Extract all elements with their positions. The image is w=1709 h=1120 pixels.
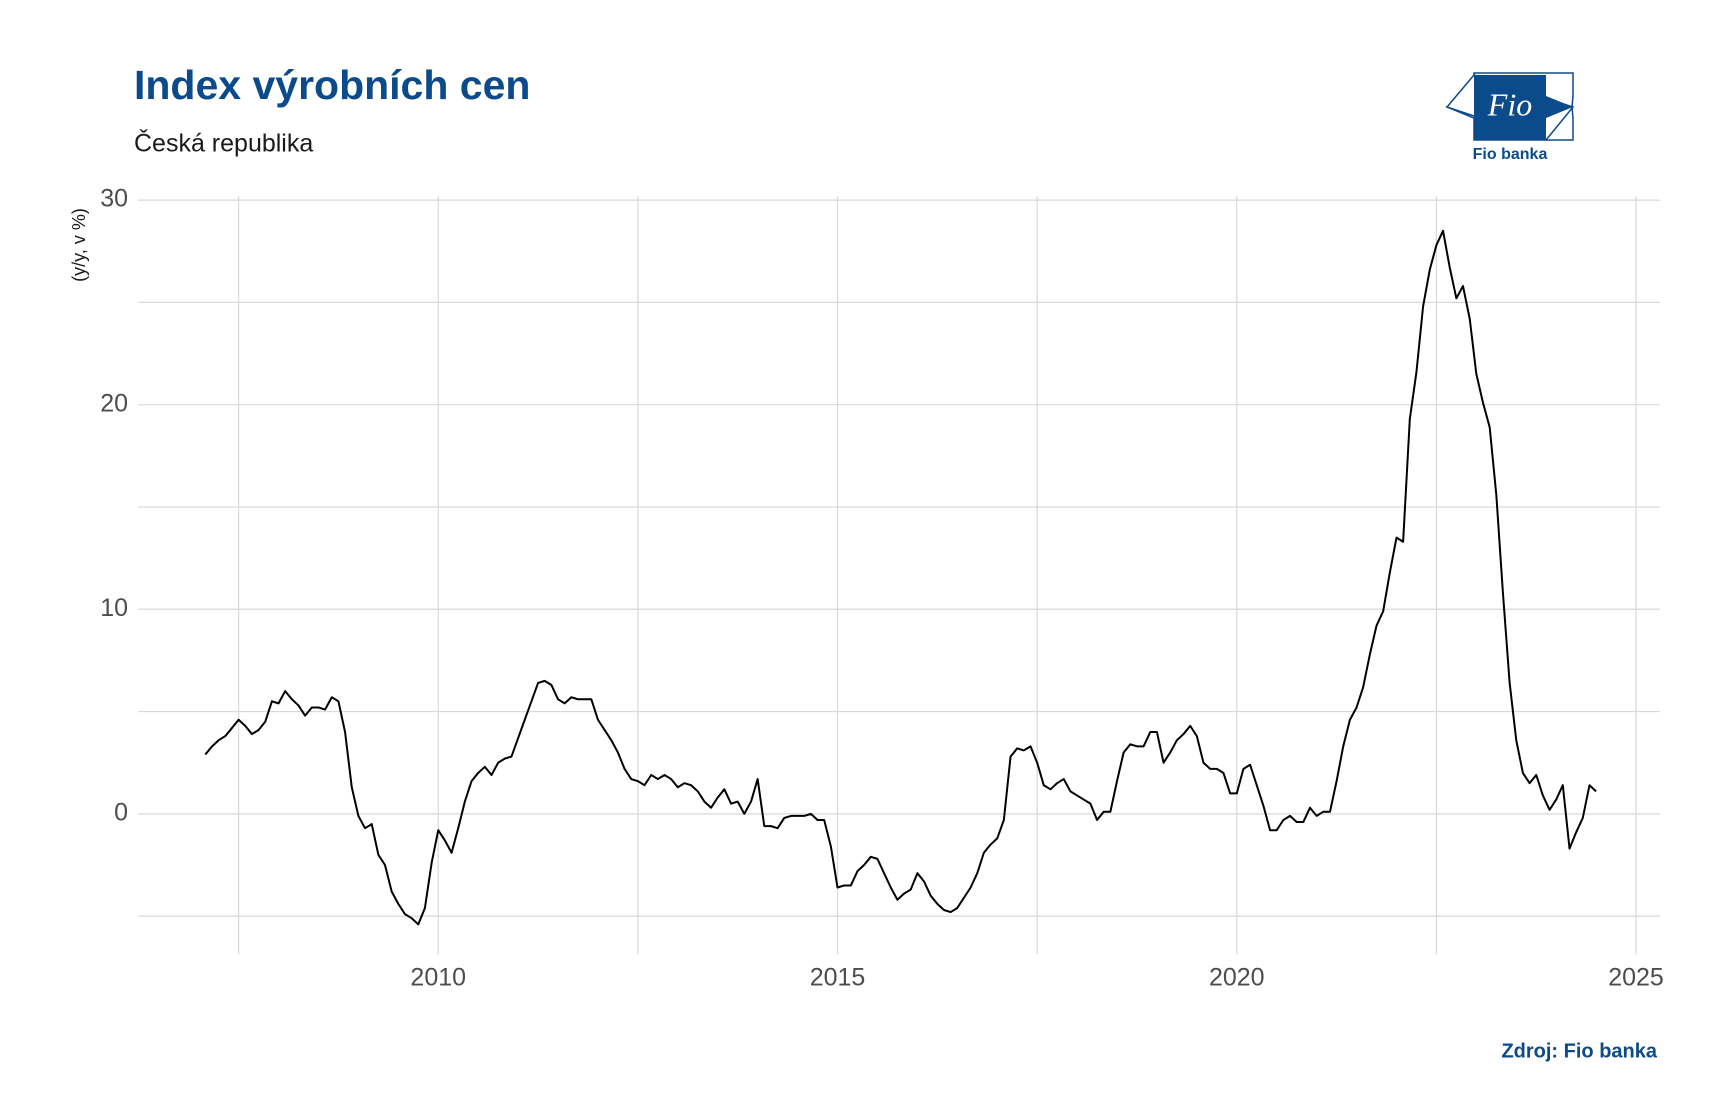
chart-title: Index výrobních cen	[134, 62, 530, 108]
data-line	[204, 229, 1597, 926]
y-tick-label: 20	[100, 389, 128, 417]
x-tick-label: 2025	[1608, 964, 1664, 992]
y-tick-label: 10	[100, 594, 128, 622]
y-tick-label: 0	[114, 798, 128, 826]
logo-name: Fio banka	[1473, 146, 1548, 163]
logo-box	[1474, 75, 1546, 140]
logo-mark: Fio	[1487, 86, 1532, 122]
y-axis-label: (y/y, v %)	[69, 208, 89, 282]
chart-subtitle: Česká republika	[134, 129, 313, 158]
x-tick-label: 2015	[810, 964, 866, 992]
logo: Fio Fio banka	[1445, 72, 1575, 163]
source: Zdroj: Fio banka	[1501, 1040, 1657, 1062]
y-tick-label: 30	[100, 185, 128, 213]
logo-arrow	[1546, 96, 1573, 118]
x-tick-label: 2010	[410, 964, 466, 992]
x-tick-label: 2020	[1209, 964, 1265, 992]
